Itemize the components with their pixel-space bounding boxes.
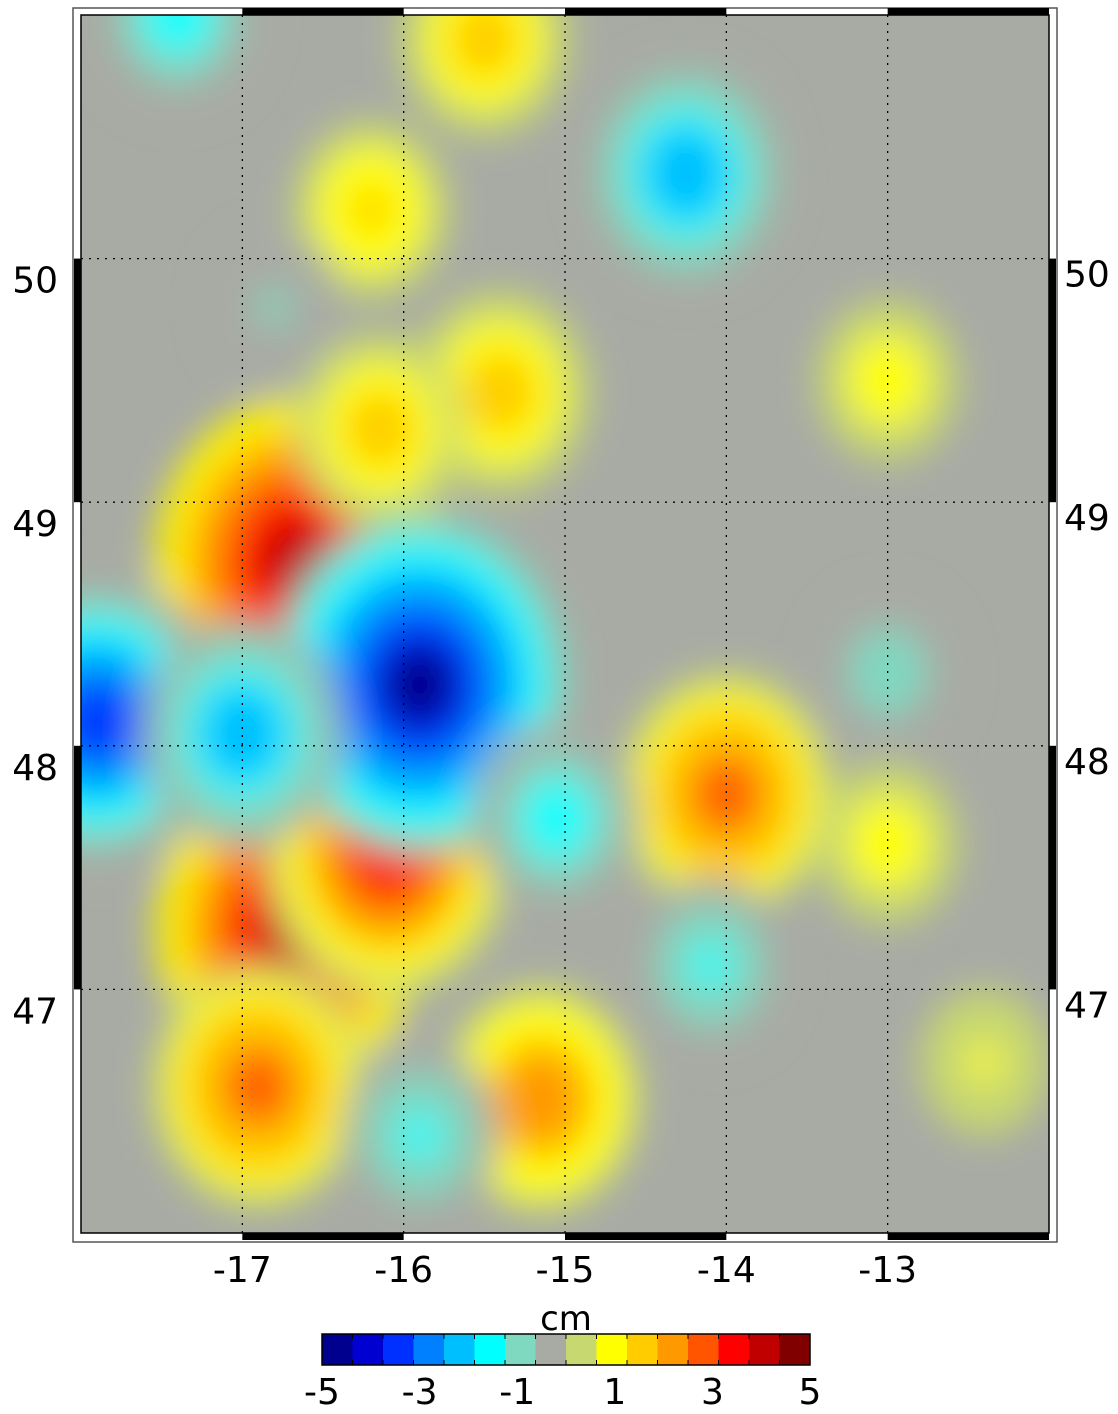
latitude-tick-label-right: 49	[1064, 498, 1110, 539]
latitude-tick-label-left: 47	[12, 991, 58, 1032]
positive-anomaly-7	[295, 332, 464, 526]
map-frame-ticks	[74, 8, 1056, 1240]
colorbar-unit: cm	[540, 1299, 592, 1339]
colorbar-tick-label: -5	[304, 1372, 340, 1413]
anomaly-field	[81, 15, 1049, 1228]
colorbar-tick-label: 1	[603, 1372, 626, 1413]
colorbar-swatch	[718, 1334, 750, 1365]
colorbar-swatch	[413, 1334, 445, 1365]
latitude-tick-label-left: 49	[12, 504, 58, 545]
negative-anomaly-16	[586, 58, 786, 289]
latitude-tick-label-left: 50	[12, 261, 58, 302]
frame-segment-left	[74, 258, 81, 503]
colorbar-swatch	[596, 1334, 628, 1365]
colorbar-tick-labels: -5 -3 -1 1 3 5	[304, 1372, 821, 1413]
colorbar-tick-label: 5	[799, 1372, 822, 1413]
colorbar-swatch	[444, 1334, 475, 1365]
longitude-tick-label: -13	[858, 1250, 917, 1291]
longitude-tick-labels: -17 -16 -15 -14 -13	[213, 1250, 917, 1291]
negative-anomaly-22	[210, 234, 339, 381]
frame-segment-bottom	[242, 1233, 404, 1240]
positive-anomaly-12	[920, 989, 1049, 1136]
colorbar-swatch	[749, 1334, 780, 1365]
latitude-tick-label-right: 47	[1064, 985, 1110, 1026]
frame-segment-top	[887, 8, 1049, 15]
latitude-tick-labels: 50 50 49 49 48 48 47 47	[12, 255, 1110, 1033]
negative-anomaly-20	[340, 1044, 500, 1228]
colorbar-swatch	[352, 1334, 384, 1365]
longitude-tick-label: -15	[536, 1250, 595, 1291]
colorbar-swatch	[535, 1334, 567, 1365]
frame-segment-bottom	[887, 1233, 1049, 1240]
positive-anomaly-11	[817, 762, 959, 925]
colorbar	[321, 1333, 811, 1366]
latitude-tick-label-left: 48	[12, 748, 58, 789]
negative-anomaly-17	[472, 722, 641, 916]
longitude-tick-label: -14	[697, 1250, 756, 1291]
graticule	[81, 15, 1049, 1233]
positive-anomaly-5	[619, 671, 833, 918]
frame-segment-top	[565, 8, 727, 15]
colorbar-swatch	[779, 1334, 811, 1365]
colorbar-swatch	[322, 1334, 353, 1365]
frame-segment-bottom	[565, 1233, 727, 1240]
colorbar-swatch	[505, 1334, 536, 1365]
positive-anomaly-8	[400, 15, 569, 136]
longitude-tick-label: -16	[374, 1250, 433, 1291]
colorbar-swatch	[657, 1334, 689, 1365]
negative-anomaly-18	[632, 876, 788, 1054]
frame-segment-top	[242, 8, 404, 15]
colorbar-swatch	[627, 1334, 658, 1365]
colorbar-tick-label: -1	[499, 1372, 535, 1413]
positive-anomaly-2	[151, 964, 366, 1210]
colorbar-tick-label: -3	[402, 1372, 438, 1413]
frame-segment-left	[74, 745, 81, 990]
frame-segment-right	[1049, 745, 1056, 990]
colorbar-swatch	[566, 1334, 597, 1365]
longitude-tick-label: -17	[213, 1250, 272, 1291]
negative-anomaly-19	[93, 15, 262, 112]
frame-segment-right	[1049, 258, 1056, 503]
colorbar-swatch	[688, 1334, 719, 1365]
colorbar-swatch	[474, 1334, 506, 1365]
latitude-tick-label-right: 48	[1064, 742, 1110, 783]
positive-anomaly-10	[817, 299, 959, 462]
negative-anomaly-13	[272, 515, 568, 855]
negative-anomaly-15	[142, 618, 343, 849]
positive-anomaly-4	[440, 984, 641, 1214]
colorbar-swatch	[383, 1334, 414, 1365]
latitude-tick-label-right: 50	[1064, 255, 1110, 296]
colorbar-tick-label: 3	[701, 1372, 724, 1413]
